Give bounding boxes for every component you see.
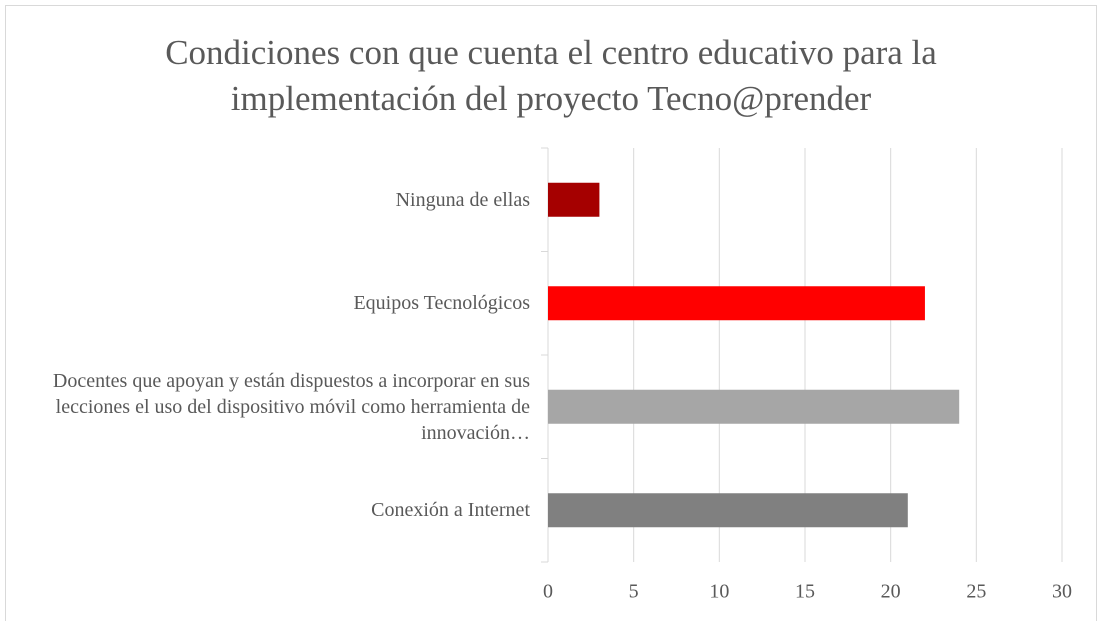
x-tick-label: 10 [709, 581, 729, 603]
x-tick-label: 5 [629, 581, 639, 603]
chart-title: Condiciones con que cuenta el centro edu… [165, 33, 937, 118]
x-tick-label: 20 [881, 581, 901, 603]
x-tick-label: 15 [795, 581, 815, 603]
x-tick-label: 30 [1052, 581, 1072, 603]
bar [548, 389, 960, 424]
chart-border [5, 5, 1097, 621]
x-tick-label: 0 [543, 581, 553, 603]
x-tick-label: 25 [966, 581, 986, 603]
y-tick-label: Equipos Tecnológicos [353, 292, 530, 315]
bar [548, 182, 600, 217]
bar [548, 493, 908, 528]
y-tick-label: Docentes que apoyan y están dispuestos a… [52, 369, 530, 444]
bar [548, 286, 925, 321]
y-tick-label: Conexión a Internet [371, 499, 530, 522]
y-tick-label: Ninguna de ellas [395, 188, 530, 211]
